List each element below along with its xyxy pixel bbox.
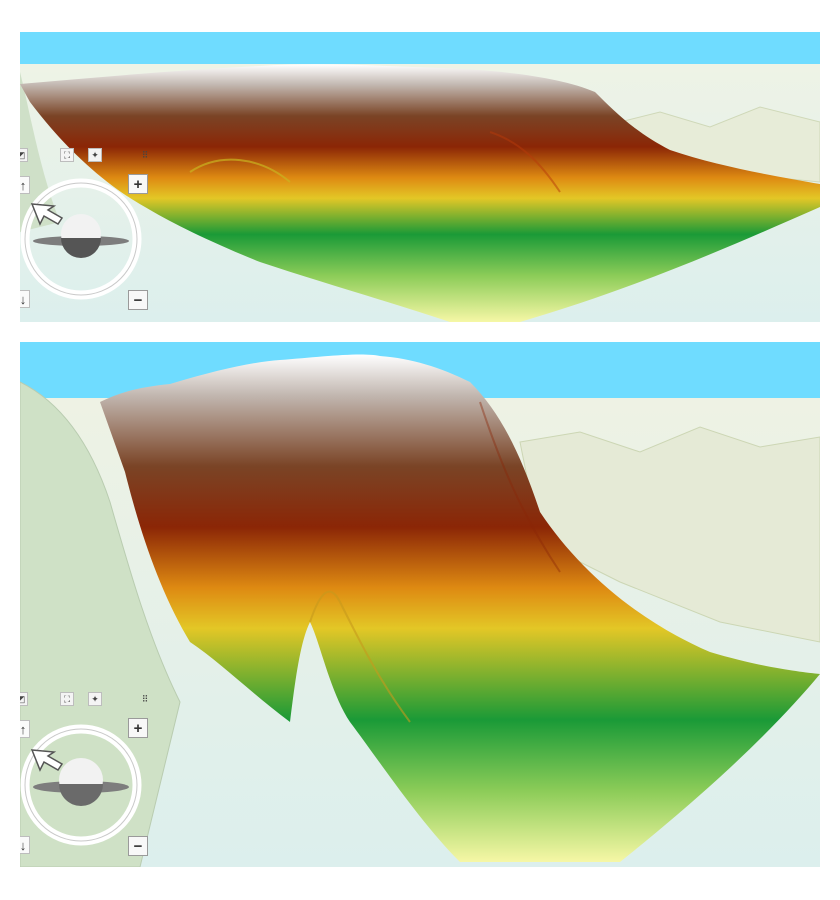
left-cliff [20,72,60,232]
zoom-out-button[interactable]: − [128,290,148,310]
sky [20,32,820,64]
distant-ridges [519,426,820,643]
scene-view-bottom[interactable]: ◩ ⛶ ✦ ⠿ ↑ ↓ + − [20,342,820,867]
measure-icon[interactable]: ⠿ [141,149,149,160]
elevation-surface [20,64,820,322]
measure-icon[interactable]: ⠿ [141,693,149,704]
tilt-down-button[interactable]: ↓ [20,836,30,854]
terrain-scene-bottom[interactable] [20,342,820,867]
navigation-compass[interactable] [20,176,148,306]
zoom-extent-icon[interactable]: ⛶ [60,148,74,162]
tilt-down-button[interactable]: ↓ [20,290,30,308]
zoom-out-button[interactable]: − [128,836,148,856]
zoom-in-button[interactable]: + [128,174,148,194]
scene-view-top[interactable]: ◩ ⛶ ✦ ⠿ ↑ ↓ + − [20,32,820,322]
navigation-compass[interactable] [20,722,148,852]
terrain-scene-top[interactable] [20,32,820,322]
elevation-surface [100,354,820,862]
walk-icon[interactable]: ✦ [88,148,102,162]
zoom-extent-icon[interactable]: ⛶ [60,692,74,706]
pan-icon[interactable]: ◩ [20,148,28,162]
pan-icon[interactable]: ◩ [20,692,28,706]
cursor-arrow-icon [30,749,64,772]
zoom-in-button[interactable]: + [128,718,148,738]
cursor-arrow-icon [30,203,64,226]
left-cliff [20,381,181,867]
terrain-ridge [489,131,561,193]
tilt-up-button[interactable]: ↑ [20,176,30,194]
walk-icon[interactable]: ✦ [88,692,102,706]
tilt-up-button[interactable]: ↑ [20,720,30,738]
terrain-ridge [189,158,291,183]
terrain-ridge [479,401,561,573]
terrain-ridge [309,590,411,723]
